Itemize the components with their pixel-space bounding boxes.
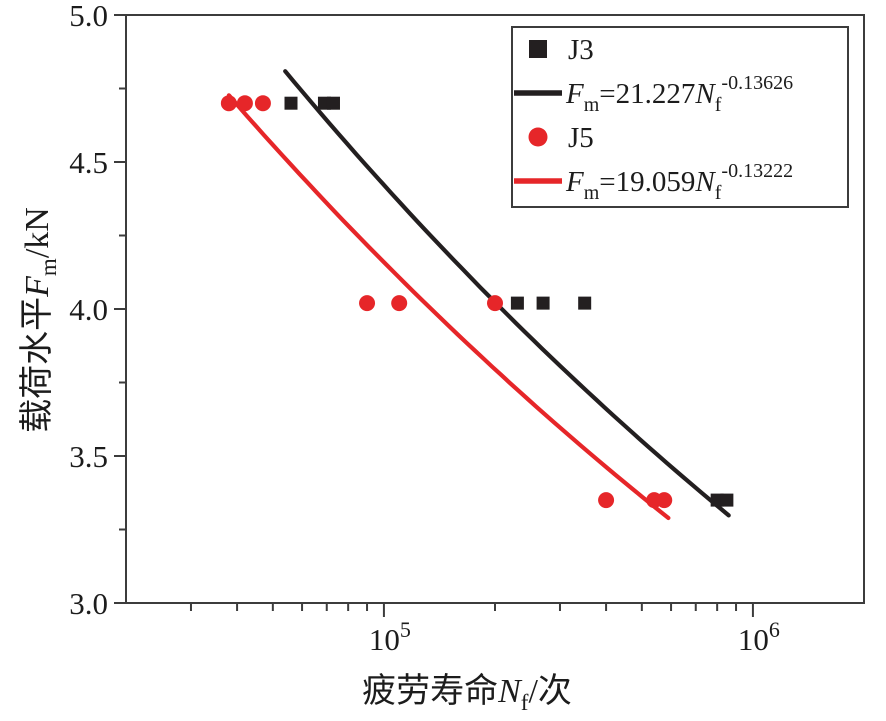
y-axis-title: 载荷水平Fm/kN: [18, 207, 61, 433]
x-axis-title: 疲劳寿命Nf/次: [362, 672, 572, 715]
y-tick-label: 3.0: [69, 586, 108, 621]
legend-label-j3: J3: [568, 34, 594, 66]
data-point-j5: [254, 95, 271, 112]
data-point-j3: [720, 493, 734, 507]
y-tick-label: 3.5: [69, 439, 108, 474]
x-tick-label: 105: [369, 617, 411, 657]
data-point-j5: [359, 295, 376, 312]
data-point-j5: [391, 295, 408, 312]
x-tick-label: 106: [738, 617, 780, 657]
legend-marker-j3: [529, 40, 547, 58]
legend-label-j5: J5: [568, 122, 594, 154]
data-point-j3: [510, 296, 524, 310]
legend-equation-j5: Fm=19.059Nf-0.13222: [565, 160, 793, 204]
data-point-j5: [220, 95, 237, 112]
legend-box: [511, 26, 849, 208]
data-point-j5: [487, 295, 503, 312]
legend-marker-j5: [528, 127, 548, 147]
data-point-j5: [236, 95, 253, 112]
data-point-j3: [578, 296, 592, 310]
fit-line-j5: [226, 93, 671, 521]
y-tick-label: 4.5: [69, 145, 108, 180]
data-point-j3: [536, 296, 550, 310]
legend-equation-j3: Fm=21.227Nf-0.13626: [565, 72, 793, 116]
fit-line-j3: [283, 69, 731, 518]
data-point-j3: [284, 96, 298, 110]
data-point-j5: [656, 492, 673, 509]
data-point-j3: [326, 96, 340, 110]
y-tick-label: 4.0: [69, 292, 108, 327]
data-point-j5: [598, 492, 615, 509]
y-tick-label: 5.0: [69, 0, 108, 33]
